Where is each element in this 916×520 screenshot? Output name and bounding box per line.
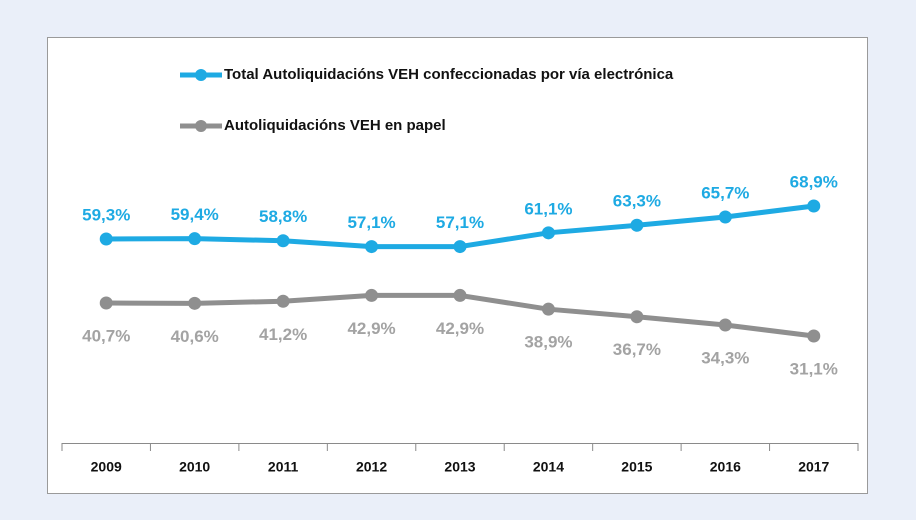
point-marker <box>807 199 821 213</box>
point-marker <box>718 210 732 224</box>
data-label: 61,1% <box>524 199 572 218</box>
point-marker <box>541 302 555 316</box>
x-tick-label: 2015 <box>621 459 652 475</box>
data-label: 42,9% <box>436 319 484 338</box>
data-label: 68,9% <box>790 172 838 191</box>
data-label: 65,7% <box>701 183 749 202</box>
point-marker <box>99 232 113 246</box>
x-tick-label: 2011 <box>268 459 299 475</box>
data-label: 40,7% <box>82 326 130 345</box>
point-marker <box>541 226 555 240</box>
point-marker <box>630 218 644 232</box>
data-label: 34,3% <box>701 348 749 367</box>
data-label: 31,1% <box>790 360 838 379</box>
x-tick-label: 2017 <box>798 459 829 475</box>
point-marker <box>718 318 732 332</box>
data-label: 59,3% <box>82 205 130 224</box>
data-label: 40,6% <box>171 327 219 346</box>
data-label: 36,7% <box>613 340 661 359</box>
data-label: 57,1% <box>436 213 484 232</box>
x-tick-label: 2010 <box>179 459 210 475</box>
legend-label: Total Autoliquidacións VEH confeccionada… <box>224 66 674 83</box>
data-label: 38,9% <box>524 333 572 352</box>
point-marker <box>188 232 202 246</box>
x-tick-label: 2016 <box>710 459 741 475</box>
data-label: 42,9% <box>347 319 395 338</box>
point-marker <box>365 288 379 302</box>
point-marker <box>365 240 379 254</box>
data-label: 63,3% <box>613 192 661 211</box>
legend-marker <box>195 69 207 81</box>
legend-marker <box>195 120 207 132</box>
point-marker <box>807 329 821 343</box>
point-marker <box>453 288 467 302</box>
point-marker <box>276 294 290 308</box>
data-label: 59,4% <box>171 205 219 224</box>
point-marker <box>453 240 467 254</box>
x-tick-label: 2009 <box>91 459 122 475</box>
legend-label: Autoliquidacións VEH en papel <box>224 117 446 134</box>
point-marker <box>99 296 113 310</box>
data-label: 41,2% <box>259 325 307 344</box>
x-tick-label: 2014 <box>533 459 564 475</box>
x-tick-label: 2012 <box>356 459 387 475</box>
point-marker <box>276 234 290 248</box>
x-tick-label: 2013 <box>444 459 475 475</box>
point-marker <box>188 296 202 310</box>
point-marker <box>630 310 644 324</box>
chart-frame <box>47 37 868 494</box>
data-label: 58,8% <box>259 207 307 226</box>
data-label: 57,1% <box>347 213 395 232</box>
